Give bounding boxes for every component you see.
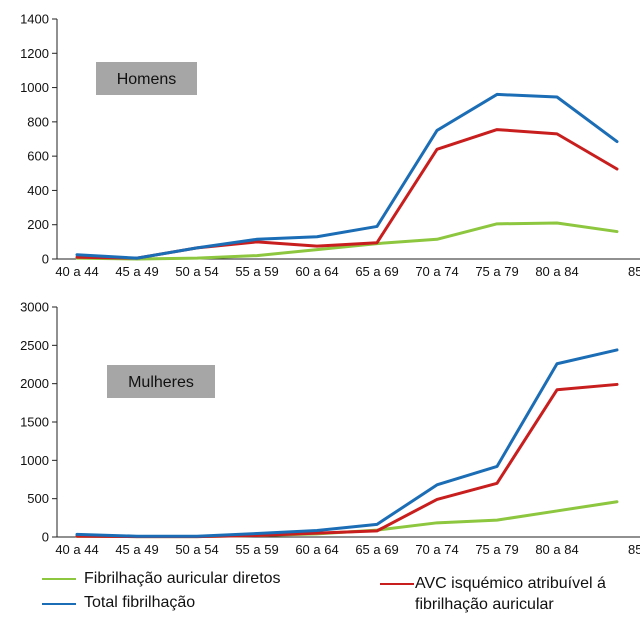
mulheres-y-tick-label: 0	[42, 530, 49, 545]
mulheres-y-tick-label: 1000	[20, 453, 49, 468]
mulheres-x-tick-label: 45 a 49	[115, 542, 158, 557]
homens-y-tick-label: 800	[27, 114, 49, 129]
homens-x-tick-label: 50 a 54	[175, 264, 218, 279]
legend: Fibrilhação auricular diretos Total fibr…	[0, 566, 640, 619]
homens-y-tick-label: 1000	[20, 80, 49, 95]
homens-x-tick-label: 80 a 84	[535, 264, 578, 279]
homens-x-tick-label: 40 a 44	[55, 264, 98, 279]
mulheres-y-tick-label: 3000	[20, 300, 49, 315]
mulheres-y-tick-label: 500	[27, 491, 49, 506]
homens-y-tick-label: 1400	[20, 12, 49, 27]
homens-series-total-line	[75, 92, 619, 260]
homens-title: Homens	[117, 71, 177, 88]
legend-label-avc-line2: fibrilhação auricular	[415, 596, 554, 613]
mulheres-y-tick-label: 2000	[20, 376, 49, 391]
homens-x-tick-label: 65 a 69	[355, 264, 398, 279]
mulheres-y-tick-label: 2500	[20, 338, 49, 353]
homens-x-tick-label: 70 a 74	[415, 264, 458, 279]
homens-x-tick-label: 60 a 64	[295, 264, 338, 279]
mulheres-x-tick-label: 40 a 44	[55, 542, 98, 557]
homens-series-fa-diretos-line	[75, 221, 619, 261]
mulheres-x-tick-label: 50 a 54	[175, 542, 218, 557]
mulheres-title-box	[107, 365, 215, 398]
homens-x-tick-label: 55 a 59	[235, 264, 278, 279]
homens-y-tick-label: 400	[27, 183, 49, 198]
legend-label-total: Total fibrilhação	[84, 594, 196, 611]
homens-x-tick-label: 75 a 79	[475, 264, 518, 279]
homens-x-tick-label: 45 a 49	[115, 264, 158, 279]
mulheres-x-tick-label: 65 a 69	[355, 542, 398, 557]
mulheres-x-tick-label: 70 a 74	[415, 542, 458, 557]
legend-swatch-avc	[380, 583, 414, 585]
homens-x-tick-label: 85+	[628, 264, 640, 279]
legend-label-avc-line1: AVC isquémico atribuível á	[415, 575, 606, 592]
mulheres-title: Mulheres	[128, 374, 194, 391]
mulheres-x-tick-label: 60 a 64	[295, 542, 338, 557]
mulheres-x-tick-label: 55 a 59	[235, 542, 278, 557]
mulheres-x-tick-label: 80 a 84	[535, 542, 578, 557]
homens-y-tick-label: 1200	[20, 46, 49, 61]
legend-label-fa-diretos: Fibrilhação auricular diretos	[84, 570, 281, 587]
mulheres-y-tick-label: 1500	[20, 415, 49, 430]
legend-swatch-total	[42, 603, 76, 605]
homens-series-avc-line	[75, 128, 619, 260]
homens-y-tick-label: 600	[27, 149, 49, 164]
mulheres-x-tick-label: 75 a 79	[475, 542, 518, 557]
legend-swatch-fa-diretos	[42, 578, 76, 580]
mulheres-x-tick-label: 85+	[628, 542, 640, 557]
homens-title-box	[96, 62, 197, 95]
mulheres-series-total-line	[75, 348, 619, 538]
homens-y-tick-label: 200	[27, 217, 49, 232]
homens-y-tick-label: 0	[42, 252, 49, 267]
